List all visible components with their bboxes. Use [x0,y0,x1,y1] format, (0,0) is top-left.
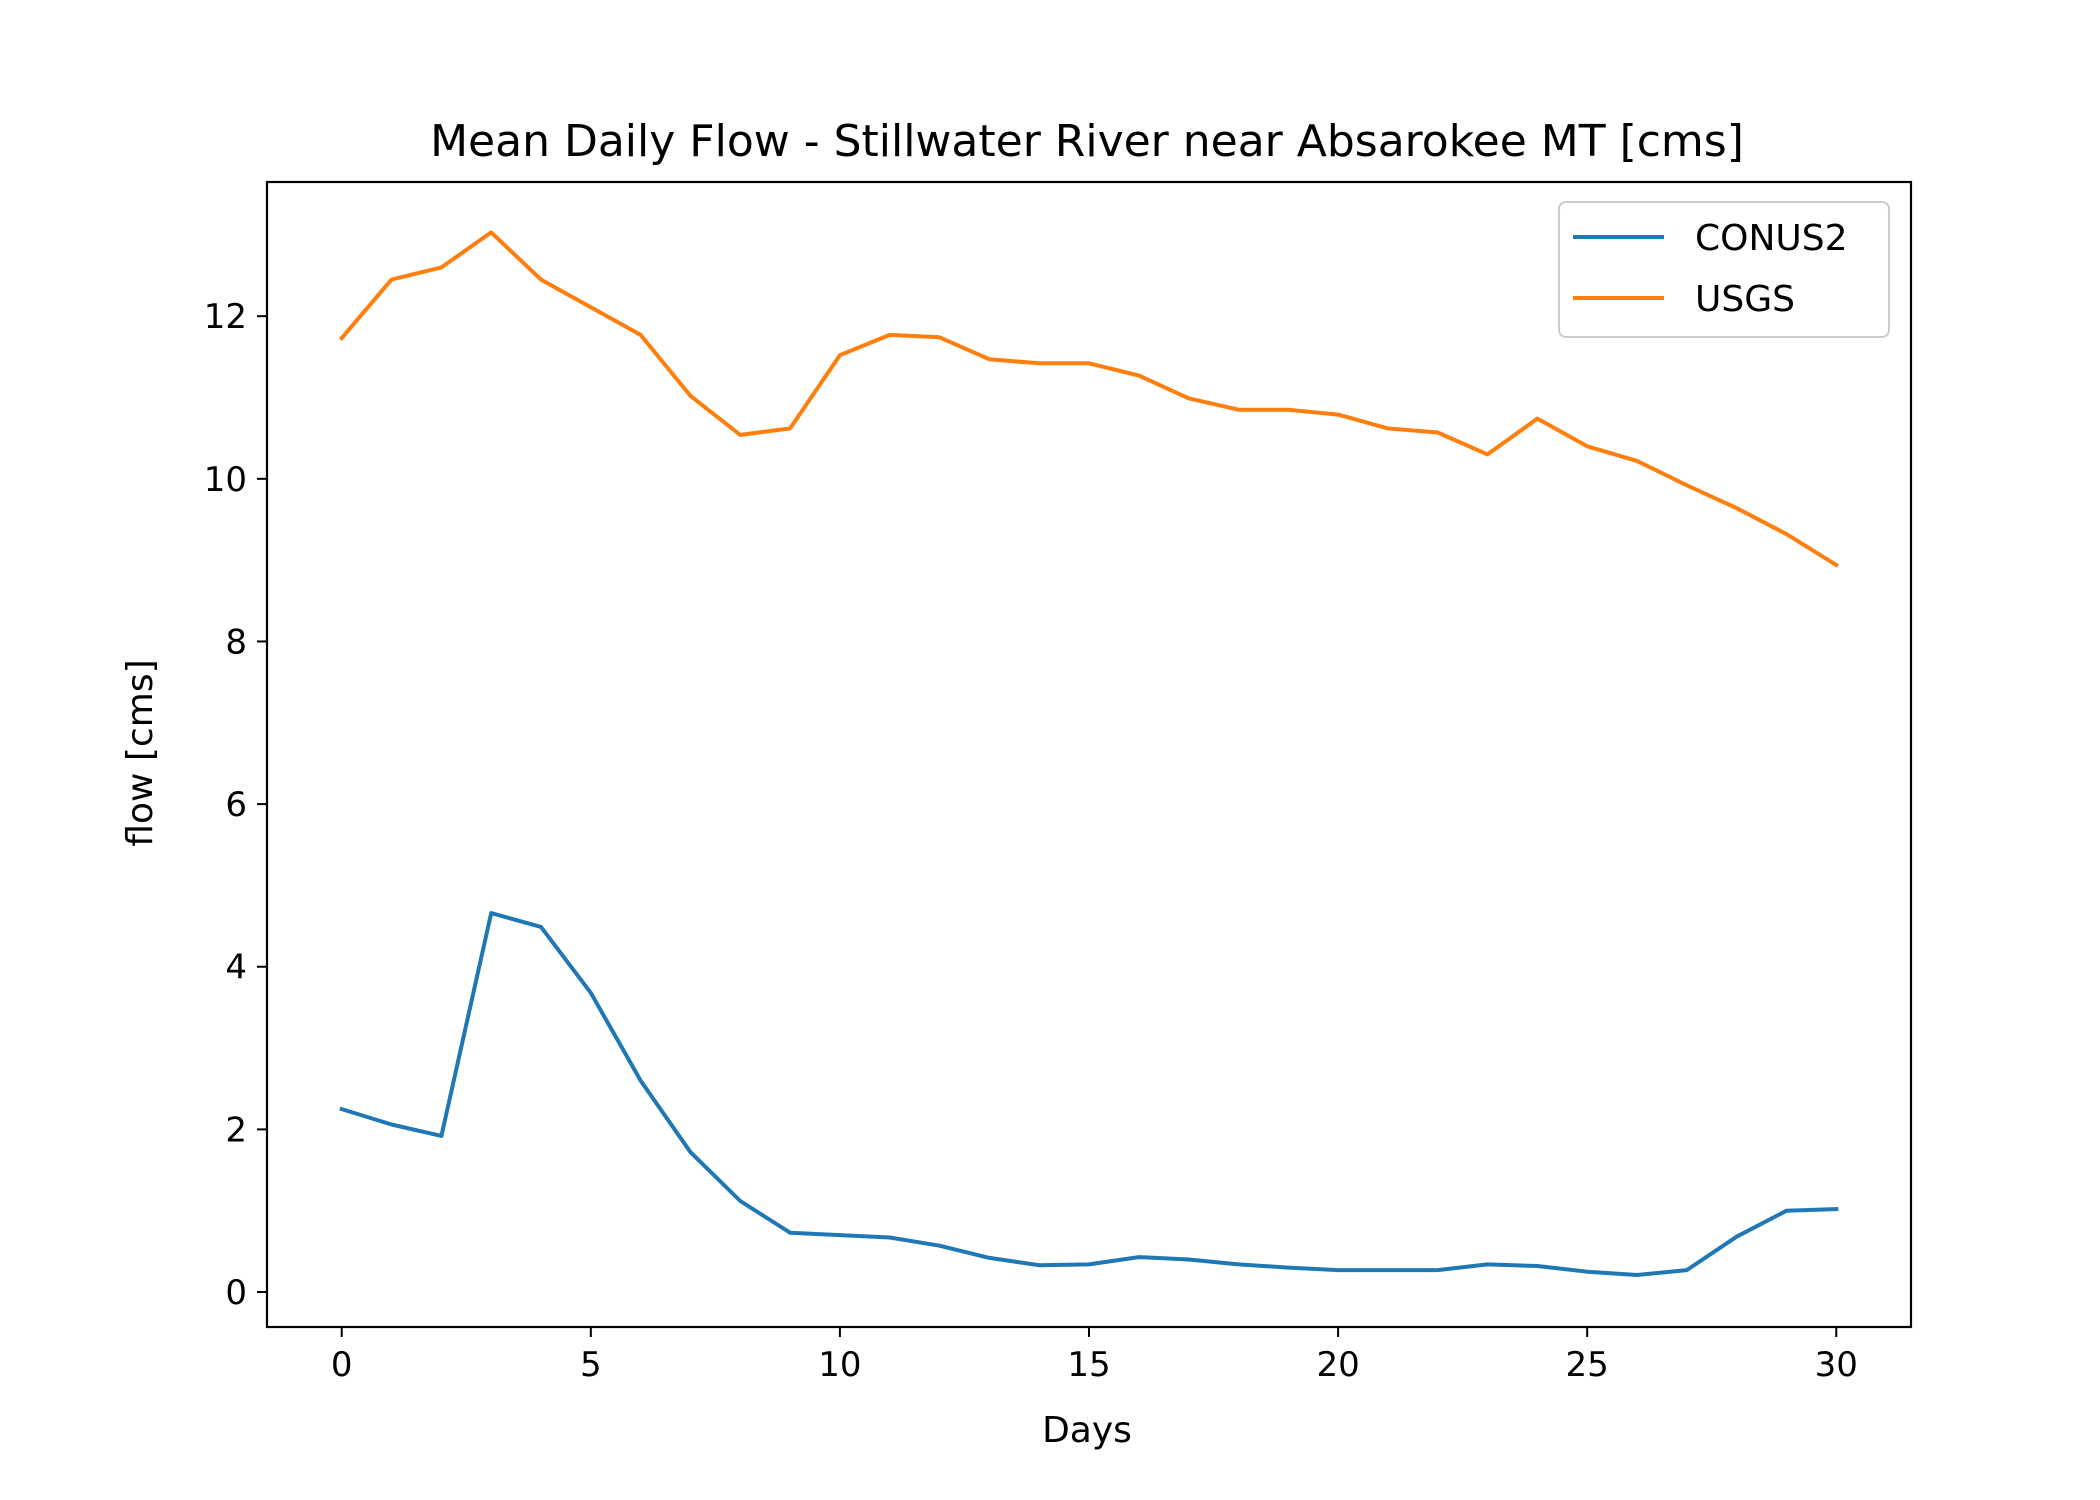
y-tick-label: 6 [225,785,247,825]
x-tick-label: 0 [331,1345,353,1385]
x-tick-label: 15 [1067,1345,1110,1385]
legend-label-usgs: USGS [1695,279,1795,320]
series-layer [338,230,1840,1277]
y-tick-label: 10 [204,460,247,500]
y-axis-label: flow [cms] [120,659,161,846]
x-tick-label: 5 [580,1345,602,1385]
x-tick-label: 25 [1566,1345,1609,1385]
y-tick-label: 8 [225,622,247,662]
y-tick-label: 0 [225,1273,247,1313]
series-line-usgs [338,230,1840,568]
x-tick-label: 30 [1815,1345,1858,1385]
y-axis: 0 2 4 6 8 10 12 [204,297,267,1313]
legend: CONUS2 USGS [1558,201,1890,338]
y-tick-label: 2 [225,1110,247,1150]
x-tick-label: 20 [1316,1345,1359,1385]
chart-title: Mean Daily Flow - Stillwater River near … [430,116,1744,167]
series-line-conus2 [339,911,1839,1277]
x-axis-label: Days [1042,1410,1132,1451]
y-tick-label: 4 [225,948,247,988]
x-tick-label: 10 [818,1345,861,1385]
y-tick-label: 12 [204,297,247,337]
x-axis: 0 5 10 15 20 25 30 [331,1327,1858,1385]
plot-frame [265,180,1913,1329]
legend-label-conus2: CONUS2 [1695,218,1848,259]
